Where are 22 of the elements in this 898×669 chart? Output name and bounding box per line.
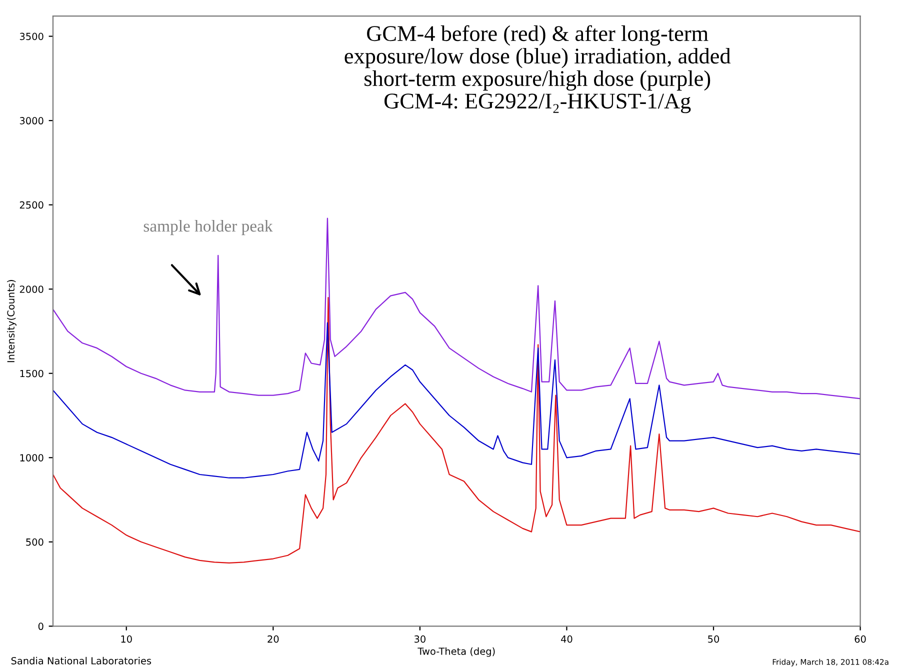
y-tick-label: 2000 [20,286,44,293]
line-series [52,218,860,400]
y-tick-label: 0 [38,622,44,630]
x-axis-title: Two-Theta (deg) [418,647,495,657]
y-tick-label: 3500 [20,32,44,40]
annotation: sample holder peak [144,220,273,236]
y-axis-title: Intensity(Counts) [7,280,16,362]
y-tick-label: 500 [26,538,44,546]
x-tick-label: 50 [708,635,720,643]
y-tick-label: 1000 [20,454,44,462]
y-tick-label: 3000 [20,117,44,124]
x-tick-label: 40 [561,635,572,643]
line-series [52,296,860,564]
x-tick-label: 20 [268,635,279,643]
text: Sandia National Laboratories [11,656,152,664]
y-tick-label: 2500 [20,201,44,209]
line-series [52,322,860,478]
y-tick-label: 1500 [20,370,44,378]
x-tick-label: 30 [414,635,426,643]
text: GCM-4 before (red) & after long-term exposure/low dose (blue) irradiation, added short-term exposure/high dose (purple) GCM-4: EG2922/I₂-HKUST-1/Ag [344,25,731,114]
x-tick-label: 10 [121,635,132,643]
x-tick-label: 60 [854,635,866,643]
